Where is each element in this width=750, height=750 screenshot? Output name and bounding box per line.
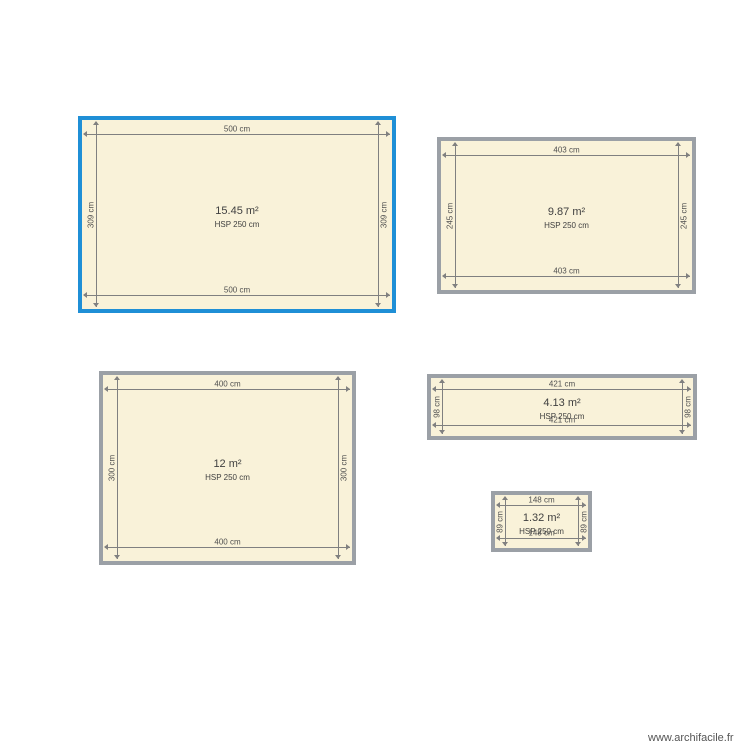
dim-top-line: [433, 389, 691, 390]
dim-bottom-arrow-left: [83, 292, 87, 298]
dim-right-arrow-up: [335, 376, 341, 380]
dim-right-arrow-down: [335, 555, 341, 559]
dim-top-arrow-right: [687, 386, 691, 392]
dim-top-label: 421 cm: [548, 380, 576, 389]
dim-left-arrow-up: [502, 496, 508, 500]
dim-left-arrow-down: [439, 430, 445, 434]
dim-top-arrow-right: [582, 502, 586, 508]
dim-left-line: [505, 497, 506, 546]
dim-right-arrow-down: [575, 542, 581, 546]
dim-left-line: [455, 143, 456, 288]
dim-left-arrow-down: [93, 303, 99, 307]
room-1: 500 cm500 cm309 cm309 cm15.45 m²HSP 250 …: [78, 116, 396, 313]
dim-left-line: [96, 122, 97, 307]
dim-bottom-arrow-left: [442, 273, 446, 279]
room-hsp-label: HSP 250 cm: [519, 521, 564, 539]
dim-bottom-arrow-left: [496, 535, 500, 541]
dim-right-label: 300 cm: [340, 454, 349, 482]
room-2: 403 cm403 cm245 cm245 cm9.87 m²HSP 250 c…: [437, 137, 696, 294]
dim-bottom-arrow-right: [687, 422, 691, 428]
dim-bottom-arrow-right: [386, 292, 390, 298]
dim-bottom-label: 400 cm: [213, 538, 241, 547]
room-5: 148 cm148 cm89 cm89 cm1.32 m²HSP 250 cm: [491, 491, 592, 552]
floorplan-canvas: 500 cm500 cm309 cm309 cm15.45 m²HSP 250 …: [0, 0, 750, 750]
dim-left-label: 309 cm: [87, 200, 96, 228]
dim-left-label: 89 cm: [496, 510, 505, 534]
dim-bottom-arrow-right: [346, 544, 350, 550]
room-3: 400 cm400 cm300 cm300 cm12 m²HSP 250 cm: [99, 371, 356, 565]
room-4: 421 cm421 cm98 cm98 cm4.13 m²HSP 250 cm: [427, 374, 697, 440]
dim-top-label: 148 cm: [527, 496, 555, 505]
dim-top-line: [84, 134, 390, 135]
dim-top-arrow-left: [442, 152, 446, 158]
dim-right-label: 89 cm: [580, 510, 589, 534]
dim-bottom-label: 500 cm: [223, 286, 251, 295]
dim-bottom-arrow-right: [582, 535, 586, 541]
dim-top-arrow-left: [104, 386, 108, 392]
dim-top-label: 400 cm: [213, 380, 241, 389]
dim-left-arrow-up: [452, 142, 458, 146]
dim-left-line: [117, 377, 118, 559]
dim-top-line: [443, 155, 690, 156]
dim-left-arrow-up: [93, 121, 99, 125]
dim-bottom-arrow-right: [686, 273, 690, 279]
dim-top-arrow-left: [83, 131, 87, 137]
dim-right-arrow-up: [375, 121, 381, 125]
room-hsp-label: HSP 250 cm: [215, 214, 260, 232]
dim-right-label: 245 cm: [680, 201, 689, 229]
dim-top-line: [105, 389, 350, 390]
room-hsp-label: HSP 250 cm: [540, 406, 585, 424]
dim-bottom-arrow-left: [432, 422, 436, 428]
dim-top-arrow-right: [346, 386, 350, 392]
dim-right-arrow-down: [679, 430, 685, 434]
room-hsp-label: HSP 250 cm: [544, 215, 589, 233]
dim-top-line: [497, 505, 586, 506]
dim-top-arrow-right: [386, 131, 390, 137]
dim-left-arrow-up: [114, 376, 120, 380]
dim-left-arrow-down: [114, 555, 120, 559]
dim-top-arrow-left: [432, 386, 436, 392]
dim-top-label: 403 cm: [552, 146, 580, 155]
dim-left-line: [442, 380, 443, 434]
dim-right-label: 98 cm: [684, 395, 693, 419]
dim-left-arrow-down: [452, 284, 458, 288]
dim-top-label: 500 cm: [223, 125, 251, 134]
dim-left-label: 245 cm: [446, 201, 455, 229]
dim-bottom-line: [443, 276, 690, 277]
watermark-text: www.archifacile.fr: [648, 732, 734, 744]
dim-right-label: 309 cm: [380, 200, 389, 228]
dim-bottom-line: [105, 547, 350, 548]
dim-left-label: 98 cm: [433, 395, 442, 419]
dim-right-arrow-up: [679, 379, 685, 383]
room-hsp-label: HSP 250 cm: [205, 467, 250, 485]
dim-right-arrow-up: [575, 496, 581, 500]
dim-left-arrow-down: [502, 542, 508, 546]
dim-top-arrow-right: [686, 152, 690, 158]
dim-bottom-line: [433, 425, 691, 426]
dim-left-arrow-up: [439, 379, 445, 383]
dim-right-arrow-down: [675, 284, 681, 288]
dim-right-arrow-down: [375, 303, 381, 307]
dim-bottom-label: 403 cm: [552, 267, 580, 276]
dim-top-arrow-left: [496, 502, 500, 508]
dim-bottom-line: [84, 295, 390, 296]
dim-left-label: 300 cm: [108, 454, 117, 482]
dim-right-arrow-up: [675, 142, 681, 146]
dim-bottom-arrow-left: [104, 544, 108, 550]
